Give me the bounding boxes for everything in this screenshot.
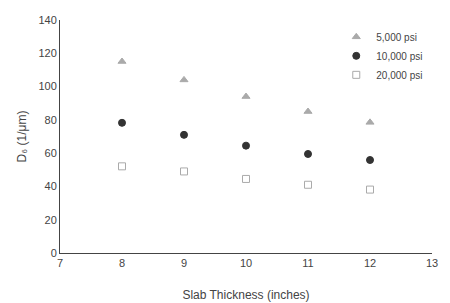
svg-text:20,000 psi: 20,000 psi [376, 70, 422, 81]
svg-text:Slab Thickness (inches): Slab Thickness (inches) [182, 288, 309, 302]
svg-text:7: 7 [57, 257, 63, 269]
svg-text:D₆ (1/μm): D₆ (1/μm) [15, 111, 29, 163]
svg-text:11: 11 [302, 257, 313, 269]
svg-text:100: 100 [38, 80, 56, 92]
svg-text:9: 9 [181, 257, 187, 269]
svg-text:40: 40 [45, 180, 57, 192]
svg-text:10: 10 [240, 257, 252, 269]
svg-text:140: 140 [38, 14, 56, 26]
svg-text:10,000 psi: 10,000 psi [376, 51, 422, 62]
svg-text:13: 13 [426, 257, 438, 269]
svg-text:8: 8 [119, 257, 125, 269]
svg-text:0: 0 [51, 247, 57, 259]
svg-text:120: 120 [38, 47, 56, 59]
svg-text:20: 20 [45, 214, 57, 226]
svg-text:12: 12 [364, 257, 376, 269]
svg-text:80: 80 [45, 114, 57, 126]
svg-text:60: 60 [45, 147, 57, 159]
svg-text:5,000 psi: 5,000 psi [376, 32, 417, 43]
